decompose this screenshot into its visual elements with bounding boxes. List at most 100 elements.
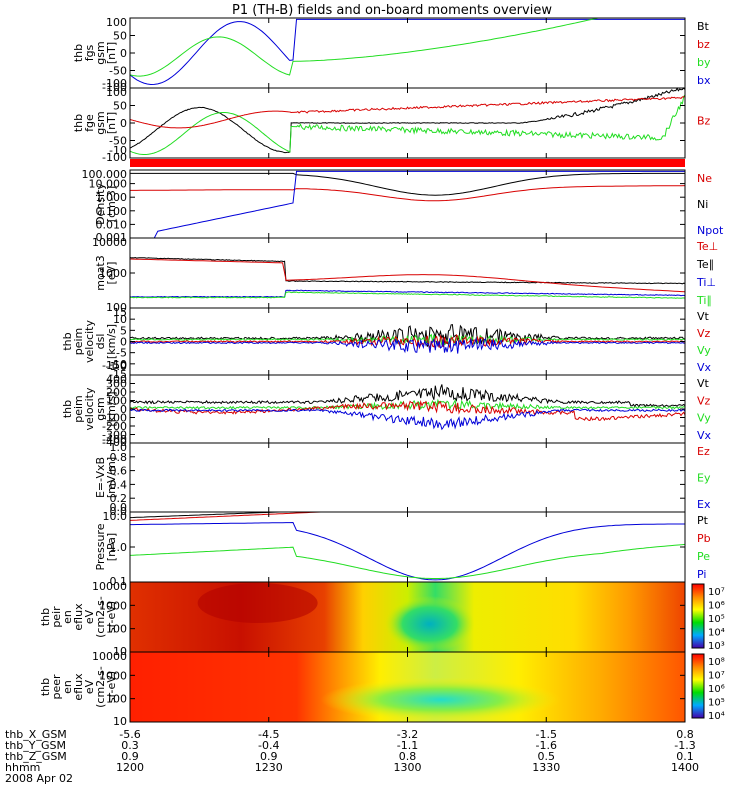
legend-Ne: Ne (697, 172, 712, 185)
series-line-green (129, 94, 686, 155)
ephem-value: -0.4 (258, 739, 279, 752)
y-axis-label: eflux (72, 603, 85, 631)
y-tick-label: 0 (120, 47, 127, 60)
y-axis-label: thb (72, 44, 85, 62)
y-axis-label: thb (39, 608, 52, 626)
legend-Ti∥: Ti∥ (696, 294, 712, 307)
y-tick-label: 100 (106, 16, 127, 29)
y-axis-label: [nPa] (105, 533, 118, 561)
y-axis-label: eV (83, 679, 96, 694)
series-line-green (129, 333, 686, 346)
legend-Vx: Vx (697, 361, 712, 374)
legend-bz: bz (697, 38, 710, 51)
y-tick-label: 0.2 (110, 492, 128, 505)
y-tick-label: 0 (120, 117, 127, 130)
ephem-value: 0.1 (676, 750, 694, 763)
boundary-tick-label: -150 (102, 359, 127, 372)
ephem-value: -3.2 (397, 728, 418, 741)
panel-frame (129, 442, 686, 513)
colorbar-label: 10⁵ (708, 614, 725, 625)
series-line-black (129, 87, 686, 154)
y-axis-label: gsm (94, 111, 107, 134)
colorbar-label: 10⁶ (708, 601, 725, 612)
panel-frame (129, 17, 686, 89)
boundary-tick-label: -1.0 (106, 360, 127, 373)
y-tick-label: -100 (102, 412, 127, 425)
y-axis-label: Density (94, 183, 107, 225)
y-tick-label: 400 (106, 373, 127, 386)
y-axis-label: [km/s] (105, 324, 118, 359)
colorbar-label: 10⁷ (708, 587, 725, 598)
ephem-value: -1.3 (674, 739, 695, 752)
y-tick-label: 15 (113, 306, 127, 319)
y-tick-label: 0 (120, 336, 127, 349)
legend-bx: bx (697, 74, 711, 87)
ephem-value: -1.6 (536, 739, 557, 752)
series-line-blue (129, 289, 686, 298)
series-line-black (129, 256, 686, 285)
legend-Pb: Pb (697, 532, 711, 545)
y-axis-label: [mV/m] (105, 457, 118, 498)
series-line-blue (130, 521, 685, 581)
panel-efield: 1.00.80.60.40.20.0E=-VxB[mV/m] Ez Ey Ex (94, 441, 711, 518)
legend-Vy: Vy (697, 412, 711, 425)
ephem-value: 1230 (255, 761, 283, 774)
y-tick-label: 1000 (99, 267, 127, 280)
y-axis-label: thb (61, 332, 74, 350)
spectrogram-core (320, 677, 561, 722)
panel-frame (129, 169, 686, 239)
y-tick-label: 100 (106, 693, 127, 706)
y-axis-label: en (61, 680, 74, 694)
y-tick-label: 0.001 (96, 231, 128, 244)
y-tick-label: 10 (113, 645, 127, 658)
series-line-blue (129, 336, 686, 354)
ephem-value: -1.5 (536, 728, 557, 741)
y-tick-label: -200 (102, 420, 127, 433)
series-line-black (130, 172, 685, 196)
y-tick-label: -100 (102, 81, 127, 94)
y-axis-label: (cm2-s- (94, 596, 107, 638)
y-tick-label: 1000 (99, 599, 127, 612)
ephem-value: 0.8 (399, 750, 417, 763)
y-tick-label: 100.000 (82, 168, 128, 181)
y-tick-label: 10000 (92, 236, 127, 249)
legend-Pi: Pi (697, 568, 706, 581)
legend-Vy: Vy (697, 344, 711, 357)
y-tick-label: 0.010 (96, 218, 128, 231)
y-axis-label: peim (72, 328, 85, 356)
panel-ionSpec: 10000 1000 100 10 thbpeirenefluxeV(cm2-s-sr-… (39, 580, 725, 658)
colorbar-label: 10⁴ (708, 711, 725, 722)
ephem-label: thb_Z_GSM (5, 750, 67, 763)
spectrogram-hotspot (197, 583, 318, 623)
y-tick-label: 50 (113, 30, 127, 43)
legend-Bt: Bt (697, 20, 710, 33)
colorbar (691, 653, 705, 719)
y-tick-label: 1000 (99, 669, 127, 682)
legend-Te⊥: Te⊥ (696, 240, 718, 253)
colorbar-label: 10⁵ (708, 698, 725, 709)
y-tick-label: 1.000 (96, 191, 128, 204)
y-tick-label: 0.1 (110, 575, 128, 588)
colorbar-label: 10⁶ (708, 684, 725, 695)
y-tick-label: 100 (106, 395, 127, 408)
y-tick-label: 0.4 (110, 478, 128, 491)
series-line-green (129, 17, 685, 77)
ephem-value: 0.5 (538, 750, 556, 763)
legend-Npot: Npot (697, 224, 724, 237)
y-tick-label: 10.000 (89, 178, 128, 191)
y-tick-label: -50 (109, 65, 127, 78)
y-tick-label: -15 (109, 368, 127, 381)
y-tick-label: -400 (102, 436, 127, 449)
ephem-value: -5.6 (119, 728, 140, 741)
ephem-value: 0.8 (676, 728, 694, 741)
series-line-blue (129, 408, 686, 431)
ephem-value: 1300 (394, 761, 422, 774)
legend-Pt: Pt (697, 514, 709, 527)
y-axis-label: gsm (94, 397, 107, 420)
spectrogram-core (384, 596, 475, 652)
